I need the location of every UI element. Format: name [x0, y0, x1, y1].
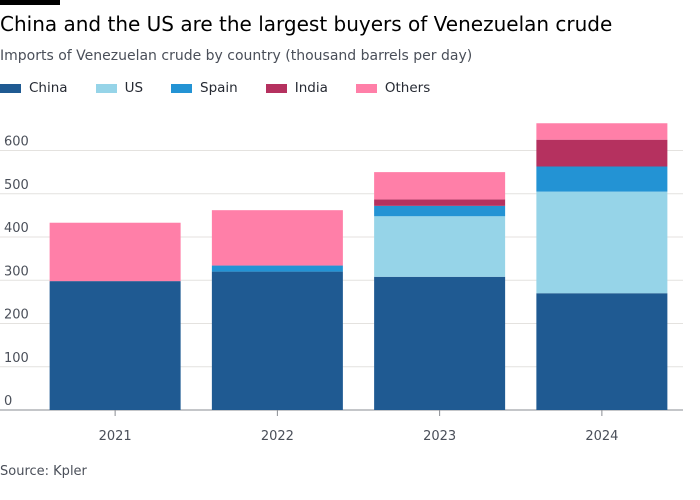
legend-item-us: US	[95, 80, 144, 96]
y-tick-label: 100	[4, 351, 29, 366]
y-tick-label: 400	[4, 221, 29, 236]
legend-label-us: US	[124, 80, 144, 96]
legend-swatch-spain	[171, 83, 193, 93]
source-note: Source: Kpler	[0, 464, 87, 479]
legend-item-china: China	[0, 80, 68, 96]
chart-subtitle: Imports of Venezuelan crude by country (…	[0, 48, 473, 64]
bar-segment-china-2024	[536, 293, 668, 410]
x-tick-label: 2024	[585, 429, 618, 444]
bar-segment-us-2024	[536, 191, 668, 294]
bar-segment-india-2023	[374, 199, 506, 206]
bar-segment-others-2024	[536, 123, 668, 140]
legend-item-others: Others	[355, 80, 431, 96]
y-tick-label: 500	[4, 178, 29, 193]
bar-segment-china-2021	[49, 281, 181, 410]
bars	[49, 123, 668, 410]
bar-segment-spain-2022	[211, 265, 343, 272]
legend-label-spain: Spain	[200, 80, 238, 96]
legend: China US Spain India Others	[0, 78, 458, 98]
axes: 0 100 200 300 400 500 600 2021 2022 2023 2024	[4, 135, 618, 445]
bar-segment-spain-2024	[536, 166, 668, 192]
legend-swatch-others	[355, 83, 377, 93]
legend-label-china: China	[29, 80, 68, 96]
legend-label-india: India	[294, 80, 328, 96]
legend-item-spain: Spain	[171, 80, 238, 96]
top-accent-bar	[0, 0, 60, 5]
bar-segment-others-2022	[211, 210, 343, 266]
chart-title: China and the US are the largest buyers …	[0, 12, 613, 36]
legend-swatch-india	[265, 83, 287, 93]
legend-item-india: India	[265, 80, 328, 96]
bar-segment-us-2023	[374, 216, 506, 277]
x-tick-label: 2023	[423, 429, 456, 444]
y-tick-label: 300	[4, 264, 29, 279]
bar-segment-others-2023	[374, 172, 506, 200]
legend-swatch-china	[0, 83, 21, 93]
bar-segment-spain-2023	[374, 205, 506, 217]
y-tick-label: 600	[4, 135, 29, 150]
bar-segment-china-2022	[211, 271, 343, 410]
y-tick-label: 0	[4, 394, 12, 409]
legend-label-others: Others	[384, 80, 431, 96]
bar-segment-others-2021	[49, 222, 181, 282]
bar-segment-china-2023	[374, 276, 506, 410]
stacked-bar-chart: 0 100 200 300 400 500 600 2021 2022 2023 2024	[0, 123, 683, 445]
y-tick-label: 200	[4, 308, 29, 323]
bar-segment-india-2024	[536, 139, 668, 167]
x-tick-label: 2021	[99, 429, 132, 444]
x-tick-label: 2022	[261, 429, 294, 444]
legend-swatch-us	[95, 83, 117, 93]
